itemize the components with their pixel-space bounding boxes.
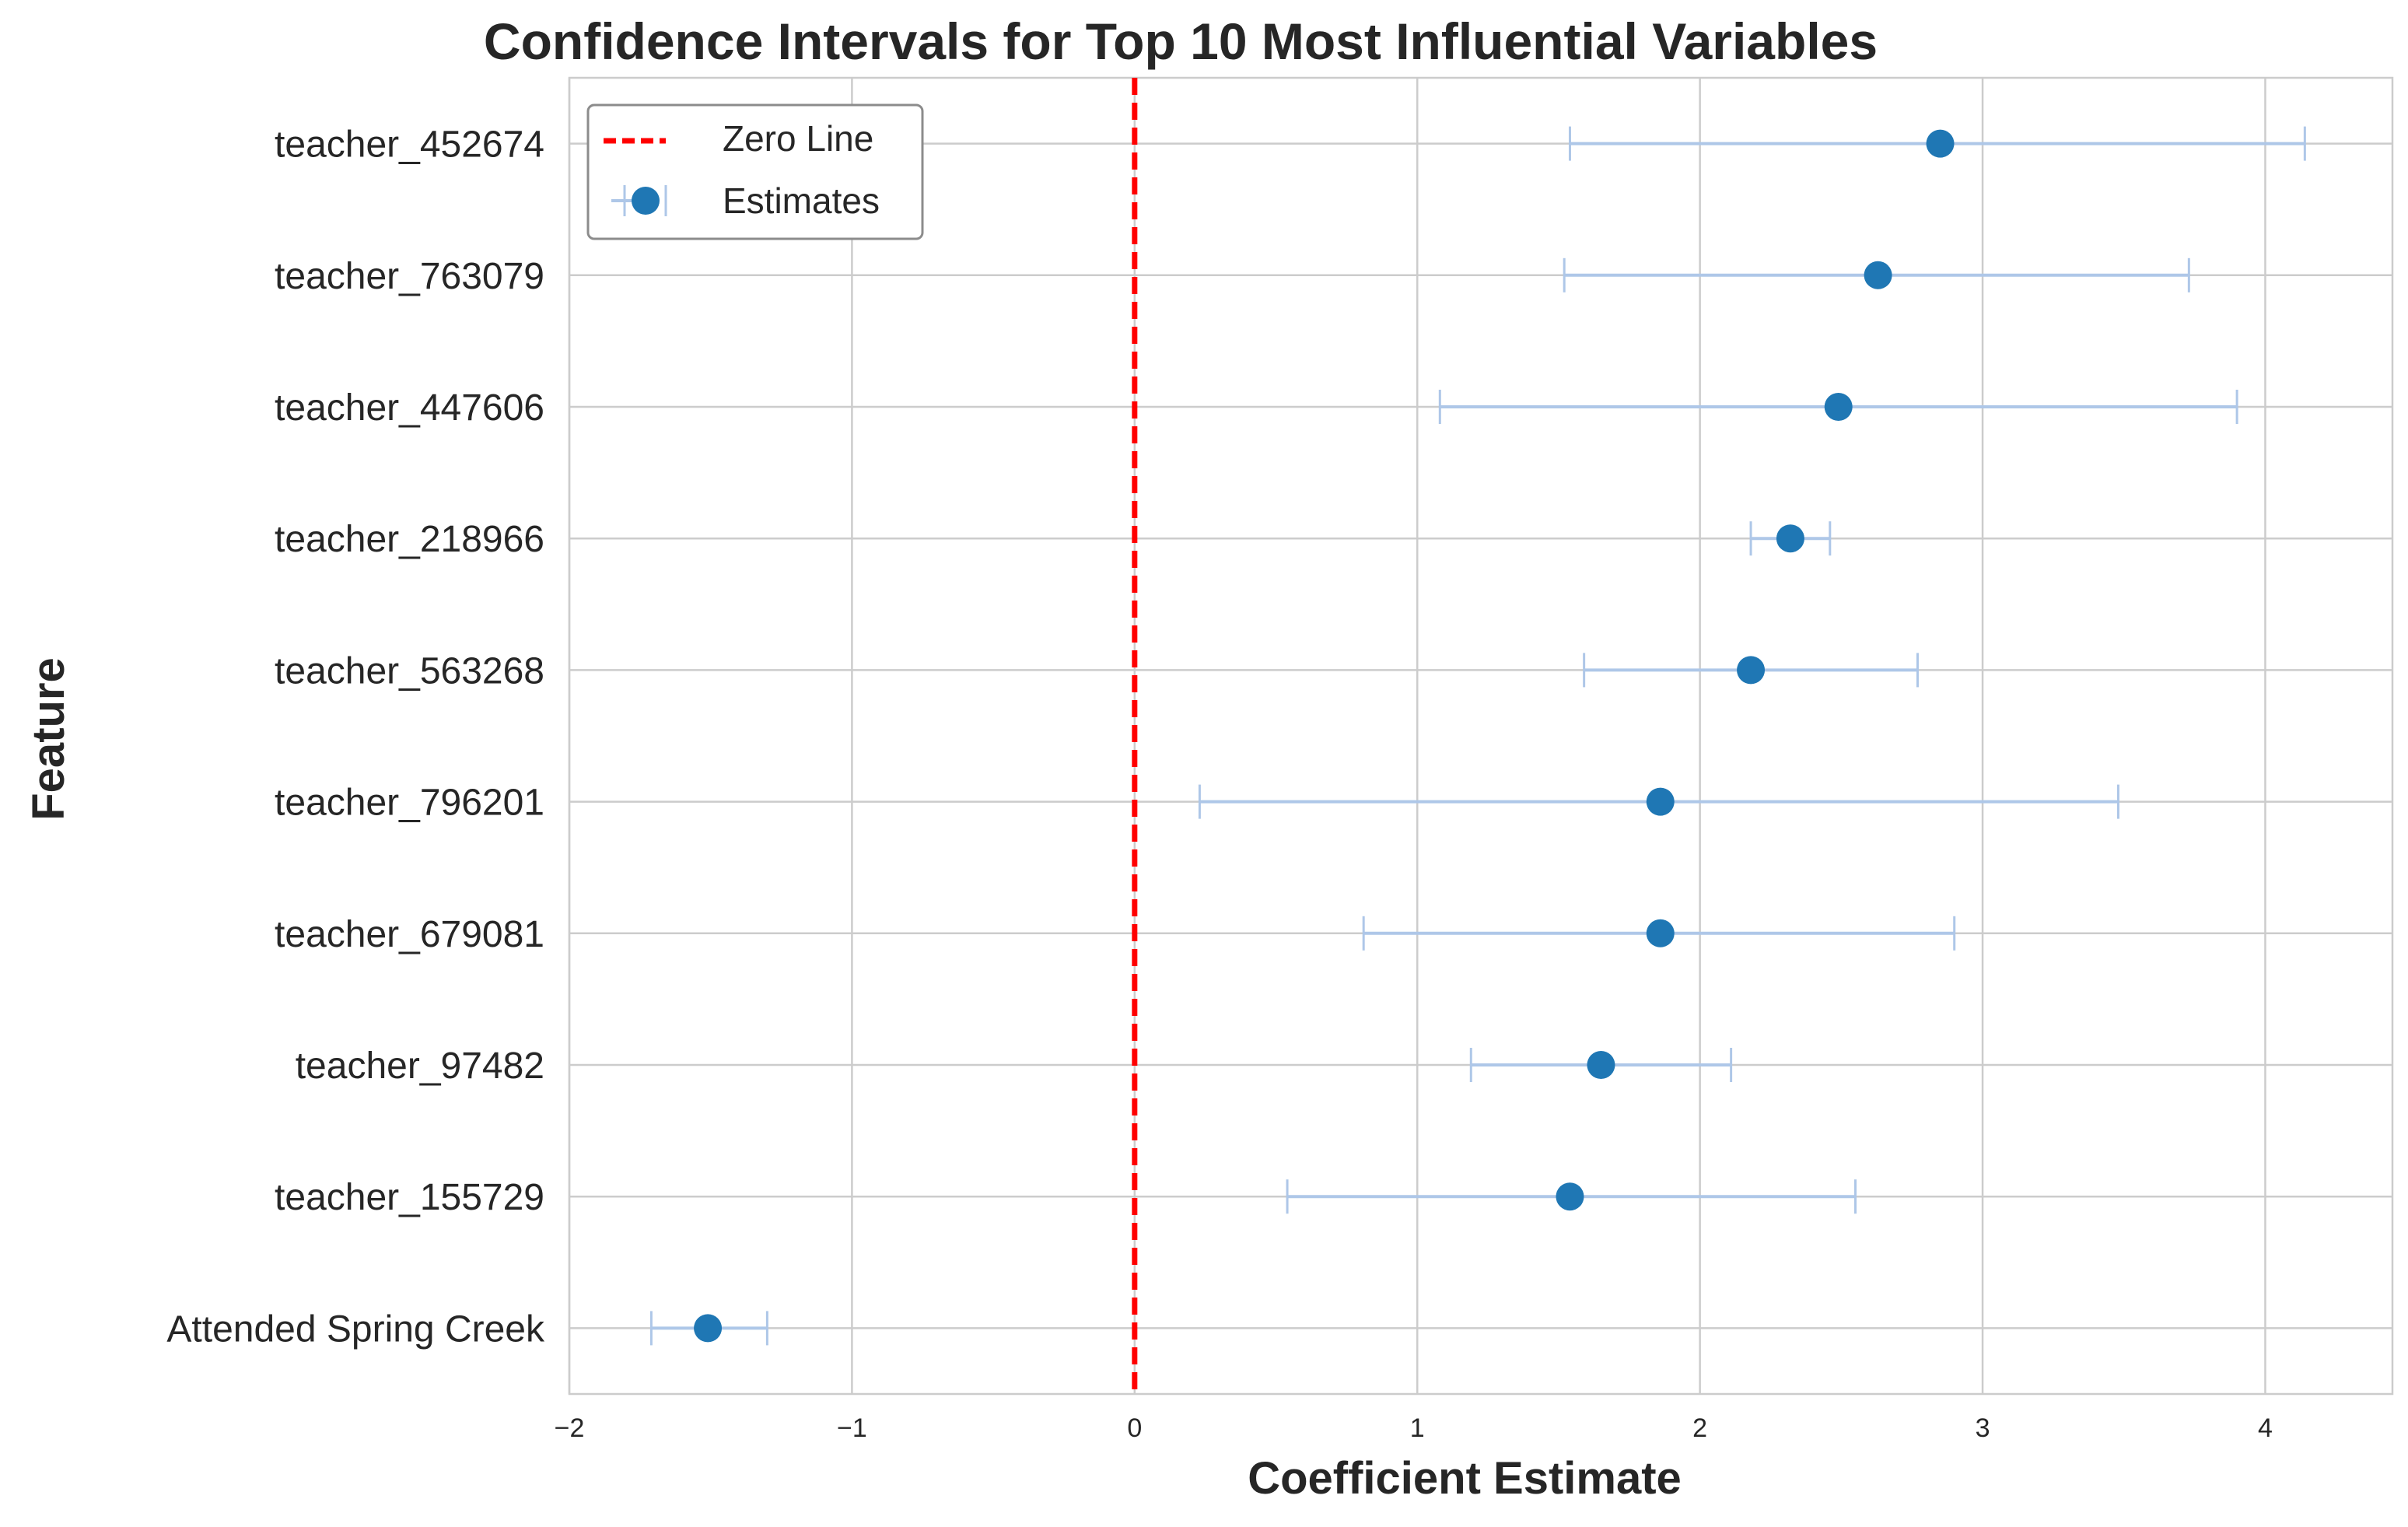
x-tick-label: −2 <box>555 1413 585 1443</box>
estimate-point <box>1737 656 1766 685</box>
y-axis-label: Feature <box>23 657 74 821</box>
legend-zero-line-label: Zero Line <box>723 118 873 159</box>
estimate-point <box>1864 261 1892 289</box>
x-tick-label: 3 <box>1976 1413 1990 1443</box>
estimate-point <box>1776 524 1804 553</box>
x-tick-label: 4 <box>2258 1413 2273 1443</box>
y-tick-label: Attended Spring Creek <box>166 1308 545 1350</box>
y-tick-label: teacher_763079 <box>275 256 544 297</box>
y-tick-label: teacher_679081 <box>275 914 544 955</box>
x-tick-label: 1 <box>1410 1413 1425 1443</box>
estimate-point <box>694 1314 723 1343</box>
estimate-point <box>1646 919 1675 947</box>
x-tick-label: 0 <box>1127 1413 1142 1443</box>
y-tick-label: teacher_452674 <box>275 124 544 166</box>
chart-title: Confidence Intervals for Top 10 Most Inf… <box>484 12 1878 70</box>
estimate-point <box>1646 787 1675 816</box>
y-tick-label: teacher_218966 <box>275 519 544 560</box>
error-bars <box>649 126 2306 1346</box>
plot-frame <box>568 76 2394 1396</box>
legend-estimates-marker <box>632 187 660 215</box>
x-tick-label: 2 <box>1692 1413 1707 1443</box>
legend: Zero Line Estimates <box>586 103 924 240</box>
estimate-point <box>1926 129 1955 158</box>
y-tick-label: teacher_155729 <box>275 1177 544 1218</box>
legend-estimates-label: Estimates <box>723 180 880 221</box>
estimate-point <box>1824 393 1853 421</box>
y-tick-label: teacher_447606 <box>275 387 544 429</box>
y-tick-label: teacher_563268 <box>275 650 544 692</box>
x-tick-labels: −2 −1 0 1 2 3 4 <box>555 1413 2273 1443</box>
y-tick-label: teacher_796201 <box>275 783 544 824</box>
estimate-point <box>1587 1051 1615 1079</box>
y-tick-labels: teacher_452674 teacher_763079 teacher_4476… <box>166 124 545 1350</box>
legend-box <box>586 103 924 240</box>
plot-border <box>568 76 2394 1396</box>
estimate-point <box>1556 1182 1584 1211</box>
x-axis-label: Coefficient Estimate <box>1248 1453 1682 1504</box>
x-tick-label: −1 <box>837 1413 867 1443</box>
y-tick-label: teacher_97482 <box>296 1045 544 1087</box>
estimate-markers <box>694 129 1955 1343</box>
